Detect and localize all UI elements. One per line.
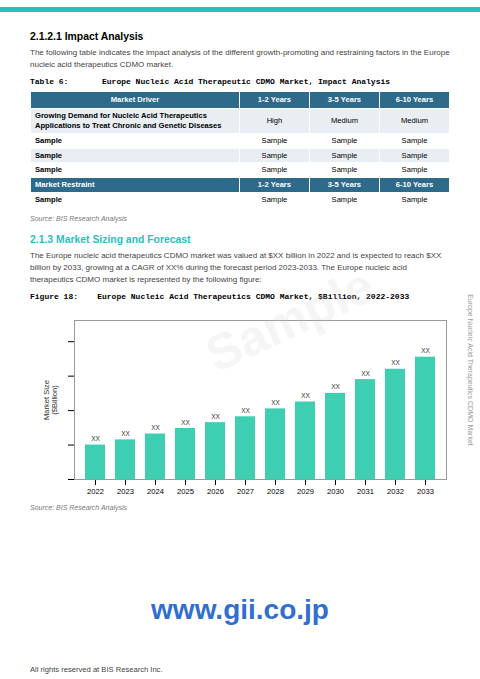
svg-text:2026: 2026 [207, 487, 224, 496]
svg-text:XX: XX [421, 347, 430, 354]
svg-text:2031: 2031 [357, 487, 374, 496]
svg-text:2025: 2025 [177, 487, 194, 496]
svg-text:XX: XX [271, 399, 280, 406]
svg-text:2024: 2024 [147, 487, 164, 496]
svg-text:XX: XX [241, 407, 250, 414]
svg-text:XX: XX [121, 430, 130, 437]
svg-text:XX: XX [301, 392, 310, 399]
svg-text:Market Size($Billion): Market Size($Billion) [42, 380, 59, 420]
svg-text:XX: XX [211, 413, 220, 420]
svg-text:2033: 2033 [417, 487, 434, 496]
svg-text:2032: 2032 [387, 487, 404, 496]
svg-text:2029: 2029 [297, 487, 314, 496]
svg-text:XX: XX [91, 435, 100, 442]
svg-text:XX: XX [151, 424, 160, 431]
svg-text:2028: 2028 [267, 487, 284, 496]
svg-text:XX: XX [181, 419, 190, 426]
svg-text:2023: 2023 [117, 487, 134, 496]
svg-text:2022: 2022 [87, 487, 104, 496]
svg-text:XX: XX [331, 383, 340, 390]
svg-text:2027: 2027 [237, 487, 254, 496]
svg-text:2030: 2030 [327, 487, 344, 496]
svg-text:XX: XX [361, 370, 370, 377]
svg-text:XX: XX [391, 359, 400, 366]
